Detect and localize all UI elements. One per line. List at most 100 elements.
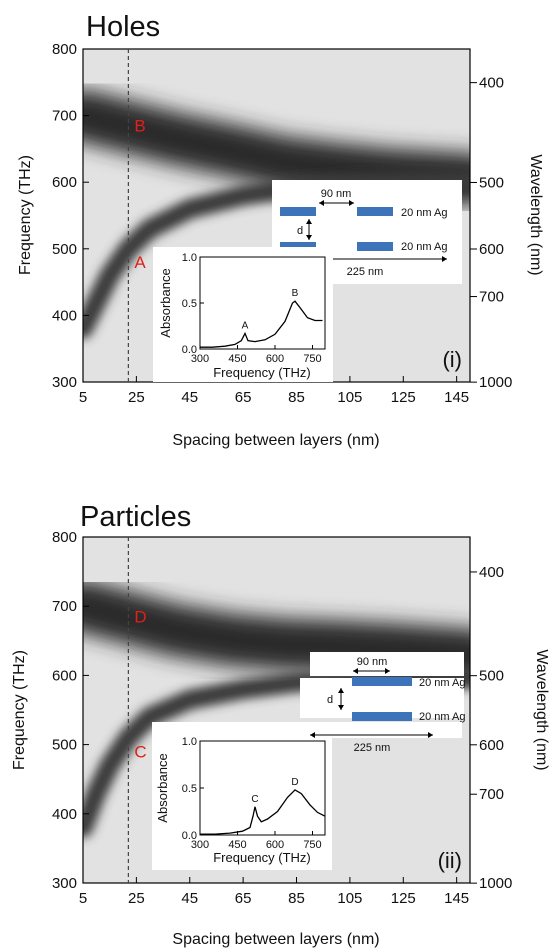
inset-x-tick-label: 300 (191, 353, 209, 365)
mode-label-d: D (134, 608, 146, 627)
inset-y-tick-label: 0.5 (182, 298, 197, 310)
top-layer-label: 20 nm Ag (401, 207, 447, 219)
y-tick-label: 700 (52, 598, 77, 615)
mode-label-a: A (134, 253, 146, 272)
y-tick-label: 500 (52, 737, 77, 754)
inset-y-tick-label: 0.0 (182, 344, 197, 356)
layer-top-left (280, 207, 316, 216)
inset-x-ticks: 300 450 600 750 (191, 345, 322, 365)
x-tick-label: 5 (79, 890, 87, 907)
x-tick-label: 105 (337, 890, 362, 907)
inset-y-tick-label: 0.0 (182, 830, 197, 842)
y-tick-label: 400 (52, 806, 77, 823)
right-tick-label: 1000 (479, 374, 512, 391)
inset-x-tick-label: 300 (191, 839, 209, 851)
y-tick-label: 800 (52, 41, 77, 58)
inset-x-ticks: 300 450 600 750 (191, 831, 322, 851)
right-tick-label: 700 (479, 289, 504, 306)
right-tick-label: 500 (479, 174, 504, 191)
right-tick-label: 400 (479, 564, 504, 581)
y-tick-label: 500 (52, 241, 77, 258)
layer-bottom (352, 712, 412, 721)
absorbance-inset: 225 nm 300 450 600 750 0.0 0.5 1.0 C D Frequen… (152, 722, 462, 870)
schematic-inset: 90 nm d 20 nm Ag 20 nm Ag 225 nm (272, 180, 462, 284)
panel-label: (i) (442, 347, 462, 372)
absorbance-curve (200, 789, 326, 835)
right-tick-label: 400 (479, 75, 504, 92)
period-label: 225 nm (354, 742, 391, 754)
y-tick-label: 600 (52, 667, 77, 684)
x-tick-label: 45 (181, 389, 198, 406)
inset-y-title: Absorbance (155, 753, 170, 822)
x-axis-ticks: 5 25 45 65 85 105 125 145 (79, 877, 469, 907)
mode-label-c: C (134, 743, 146, 762)
y-tick-label: 800 (52, 529, 77, 546)
right-axis-title: Wavelength (nm) (533, 649, 550, 770)
x-tick-label: 125 (391, 389, 416, 406)
x-tick-label: 145 (444, 890, 469, 907)
y-tick-label: 300 (52, 374, 77, 391)
absorbance-curve (200, 300, 323, 348)
schematic-inset: 90 nm d 20 nm Ag 20 nm Ag (300, 652, 465, 723)
right-tick-label: 500 (479, 668, 504, 685)
inset-x-tick-label: 450 (228, 353, 246, 365)
panel-label: (ii) (438, 848, 462, 873)
inset-peak-c: C (251, 794, 258, 805)
y-tick-label: 400 (52, 307, 77, 324)
plot-frame (82, 536, 471, 884)
inset-peak-d: D (291, 777, 298, 788)
layer-top-right (357, 207, 393, 216)
panel-holes: Holes 5 25 45 65 85 105 125 145 300 400 500 600 700… (17, 11, 544, 449)
x-tick-label: 145 (444, 389, 469, 406)
x-tick-label: 5 (79, 389, 87, 406)
y-axis-ticks: 300 400 500 600 700 800 (52, 529, 89, 892)
y-axis-ticks: 300 400 500 600 700 800 (52, 41, 89, 391)
gap-label: d (297, 225, 303, 237)
inset-y-tick-label: 0.5 (182, 783, 197, 795)
y-tick-label: 700 (52, 108, 77, 125)
inset-x-tick-label: 600 (266, 353, 284, 365)
inset-y-ticks: 0.0 0.5 1.0 (182, 252, 204, 356)
x-axis-title: Spacing between layers (nm) (172, 432, 379, 449)
x-tick-label: 85 (288, 890, 305, 907)
spacing-label: 90 nm (357, 656, 388, 668)
right-axis-ticks: 400 500 600 700 1000 (470, 564, 512, 892)
right-axis-title: Wavelength (nm) (527, 154, 544, 275)
inset-x-title: Frequency (THz) (213, 850, 311, 865)
inset-y-tick-label: 1.0 (182, 252, 197, 264)
inset-peak-a: A (242, 320, 249, 331)
x-axis-title: Spacing between layers (nm) (172, 931, 379, 948)
upper-band (83, 580, 470, 681)
mode-labels: CD (134, 608, 146, 762)
y-axis-title: Frequency (THz) (17, 155, 34, 275)
x-tick-label: 105 (337, 389, 362, 406)
inset-y-ticks: 0.0 0.5 1.0 (182, 736, 204, 842)
gap-label: d (327, 694, 333, 706)
right-axis-ticks: 400 500 600 700 1000 (470, 75, 512, 391)
y-axis-title: Frequency (THz) (11, 650, 28, 770)
x-tick-label: 25 (128, 389, 145, 406)
x-axis-ticks: 5 25 45 65 85 105 125 145 (79, 376, 469, 406)
x-tick-label: 85 (288, 389, 305, 406)
inset-x-tick-label: 750 (303, 353, 321, 365)
spacing-label: 90 nm (321, 188, 352, 200)
layer-top (352, 677, 412, 686)
inset-y-tick-label: 1.0 (182, 736, 197, 748)
right-tick-label: 1000 (479, 875, 512, 892)
inset-y-title: Absorbance (158, 268, 173, 337)
inset-x-tick-label: 600 (266, 839, 284, 851)
layer-bottom-right (357, 242, 393, 251)
right-tick-label: 700 (479, 786, 504, 803)
y-tick-label: 300 (52, 875, 77, 892)
inset-peak-labels: AB (242, 288, 299, 331)
absorbance-inset: 300 450 600 750 0.00.51.0 AB Frequency (THz… (153, 247, 333, 382)
inset-peak-b: B (292, 288, 299, 299)
panel-title: Particles (80, 501, 191, 533)
panel-title: Holes (86, 11, 160, 43)
inset-x-title: Frequency (THz) (213, 365, 311, 380)
period-label: 225 nm (347, 266, 384, 278)
x-tick-label: 125 (391, 890, 416, 907)
x-tick-label: 65 (235, 890, 252, 907)
right-tick-label: 600 (479, 737, 504, 754)
